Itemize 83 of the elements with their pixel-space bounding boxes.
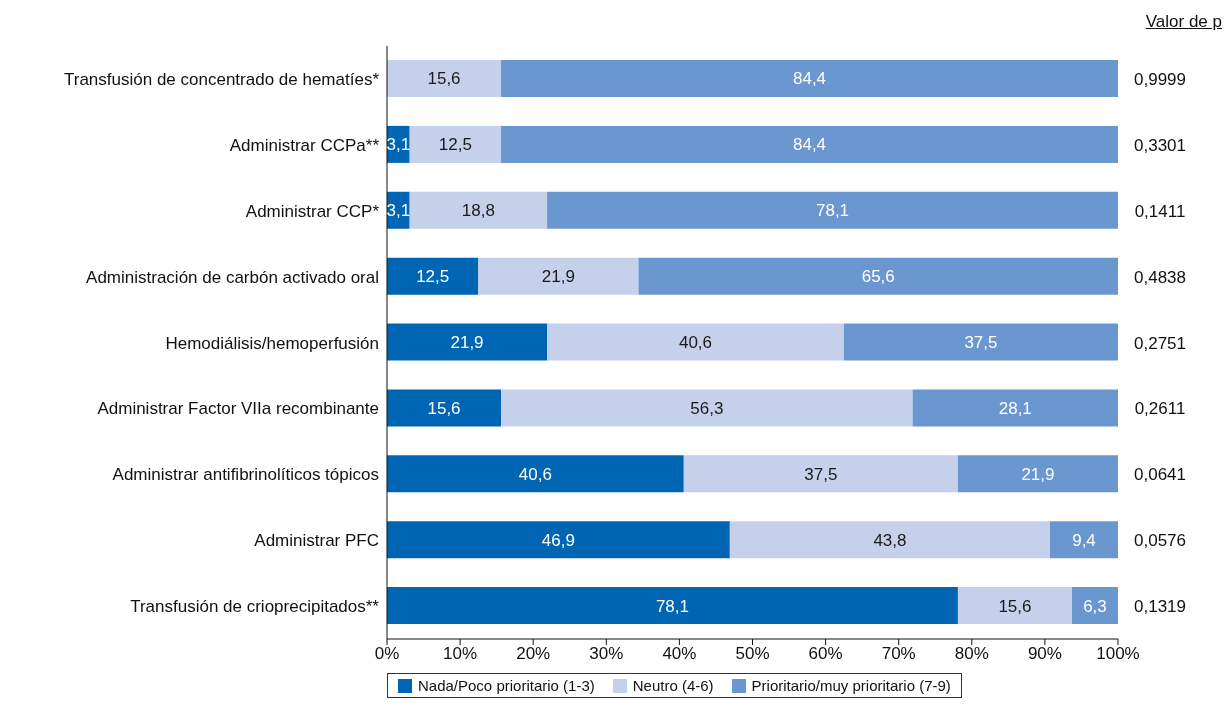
bar xyxy=(501,125,1118,163)
bar xyxy=(387,323,548,361)
data-label: 28,1 xyxy=(998,398,1032,418)
data-label: 46,9 xyxy=(541,530,575,550)
bar xyxy=(547,191,1118,229)
text: 0,4838 xyxy=(1134,267,1186,287)
data-label: 84,4 xyxy=(792,135,827,155)
data-label: 56,3 xyxy=(690,398,724,418)
text: Valor de p xyxy=(1145,12,1222,32)
text: 0,0576 xyxy=(1134,531,1186,551)
bar xyxy=(638,257,1118,295)
data-label: 84,4 xyxy=(792,69,827,89)
x-tick-label: 90% xyxy=(1027,644,1062,664)
y-tick-label: Administrar CCP* xyxy=(245,201,380,221)
data-label: 15,6 xyxy=(427,69,461,89)
y-tick-label: Administrar antifibrinolíticos tópicos xyxy=(112,465,379,485)
data-label: 40,6 xyxy=(678,333,713,353)
data-label: 9,4 xyxy=(1072,530,1096,550)
data-label: 40,6 xyxy=(518,464,552,484)
text: 0,1319 xyxy=(1134,597,1186,617)
y-tick-label: Administración de carbón activado oral xyxy=(86,267,379,287)
bar xyxy=(387,389,502,427)
text: 0,3301 xyxy=(1134,135,1186,155)
bar xyxy=(387,587,958,625)
bar xyxy=(387,257,479,295)
x-tick-label: 80% xyxy=(954,644,989,664)
legend-label: Nada/Poco prioritario (1-3) xyxy=(417,677,595,694)
text: 0,1411 xyxy=(1134,201,1186,221)
bar xyxy=(387,455,684,493)
bar xyxy=(1050,521,1118,559)
bar xyxy=(409,191,548,229)
data-label: 15,6 xyxy=(998,596,1032,616)
text: 0,2751 xyxy=(1134,333,1186,353)
data-label: 21,9 xyxy=(450,333,484,353)
x-tick-label: 60% xyxy=(808,644,843,664)
data-label: 78,1 xyxy=(816,201,850,221)
x-tick-label: 0% xyxy=(374,644,400,664)
data-label: 43,8 xyxy=(873,530,907,550)
x-tick-label: 50% xyxy=(735,644,770,664)
data-label: 65,6 xyxy=(861,267,895,287)
y-tick-label: Hemodiálisis/hemoperfusión xyxy=(165,333,379,353)
x-tick-label: 40% xyxy=(662,644,697,664)
data-label: 3,1 xyxy=(386,201,411,221)
bar xyxy=(501,60,1118,97)
y-tick-label: Administrar Factor VIIa recombinante xyxy=(97,399,379,419)
y-tick-label: Transfusión de concentrado de hematíes* xyxy=(63,69,380,89)
data-label: 12,5 xyxy=(438,135,472,155)
legend-label: Prioritario/muy prioritario (7-9) xyxy=(750,677,951,694)
bar xyxy=(957,587,1072,625)
y-tick-label: Administrar CCPa** xyxy=(229,135,380,155)
text: 0,9999 xyxy=(1134,69,1186,89)
text: 0,0641 xyxy=(1134,465,1186,485)
bar xyxy=(501,389,913,427)
data-label: 37,5 xyxy=(964,333,998,353)
bar xyxy=(843,323,1118,361)
bar xyxy=(729,521,1051,559)
bar xyxy=(387,521,730,559)
x-tick-label: 10% xyxy=(443,644,478,664)
x-tick-label: 20% xyxy=(516,644,551,664)
y-tick-label: Transfusión de crioprecipitados** xyxy=(130,597,380,617)
data-label: 21,9 xyxy=(541,267,575,287)
data-label: 18,8 xyxy=(461,201,495,221)
x-tick-label: 100% xyxy=(1096,644,1140,664)
data-label: 12,5 xyxy=(416,267,450,287)
text: 0,2611 xyxy=(1134,399,1186,419)
y-tick-label: Administrar PFC xyxy=(254,531,379,551)
bar xyxy=(912,389,1118,427)
bar xyxy=(957,455,1118,493)
data-label: 78,1 xyxy=(655,596,689,616)
data-label: 3,1 xyxy=(386,135,411,155)
legend-label: Neutro (4-6) xyxy=(631,677,714,694)
bar xyxy=(547,323,844,361)
data-label: 21,9 xyxy=(1021,464,1055,484)
bar xyxy=(683,455,958,493)
data-label: 6,3 xyxy=(1083,596,1107,616)
bar xyxy=(409,125,502,163)
x-tick-label: 30% xyxy=(589,644,624,664)
x-tick-label: 70% xyxy=(881,644,916,664)
data-label: 37,5 xyxy=(804,464,838,484)
bar xyxy=(1071,587,1118,625)
bar xyxy=(387,60,502,97)
bar xyxy=(478,257,639,295)
data-label: 15,6 xyxy=(427,398,461,418)
